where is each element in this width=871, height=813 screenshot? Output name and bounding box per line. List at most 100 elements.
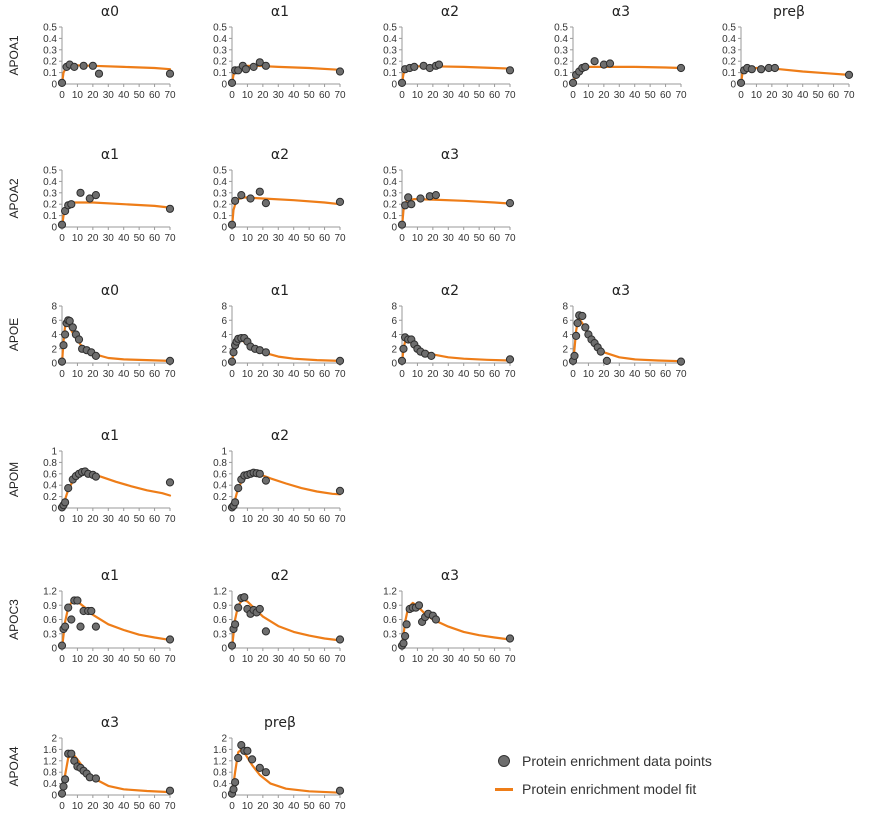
x-tick-label: 50 bbox=[304, 90, 316, 101]
x-tick-label: 10 bbox=[72, 801, 84, 812]
y-tick-label: 2 bbox=[51, 734, 57, 745]
y-tick-label: 0 bbox=[51, 644, 57, 655]
y-tick-label: 0.2 bbox=[213, 492, 227, 503]
data-point bbox=[246, 194, 255, 203]
x-tick-label: 20 bbox=[257, 90, 269, 101]
data-point bbox=[88, 61, 98, 70]
legend-item-points: Protein enrichment data points bbox=[495, 747, 835, 775]
y-tick-label: 8 bbox=[51, 302, 57, 313]
data-point bbox=[248, 755, 257, 764]
x-tick-label: 20 bbox=[87, 90, 99, 101]
data-point bbox=[505, 199, 515, 208]
y-tick-label: 0.6 bbox=[213, 615, 227, 626]
panel-title-apoa1-a0: α0 bbox=[101, 4, 119, 20]
x-tick-label: 0 bbox=[570, 369, 576, 380]
y-tick-label: 0.1 bbox=[43, 211, 57, 222]
y-tick-label: 4 bbox=[51, 330, 57, 341]
data-point bbox=[505, 634, 515, 643]
data-point bbox=[568, 78, 578, 88]
x-tick-label: 20 bbox=[598, 369, 610, 380]
y-tick-label: 8 bbox=[562, 302, 568, 313]
y-tick-label: 0.5 bbox=[43, 23, 57, 34]
y-tick-label: 0 bbox=[391, 80, 397, 91]
data-point bbox=[231, 498, 240, 507]
x-tick-label: 0 bbox=[229, 90, 235, 101]
x-tick-label: 10 bbox=[242, 514, 254, 525]
data-point bbox=[165, 204, 175, 213]
y-tick-label: 0 bbox=[51, 80, 57, 91]
data-point-swatch-icon bbox=[498, 755, 510, 767]
data-point bbox=[64, 484, 73, 493]
y-tick-label: 6 bbox=[562, 316, 568, 327]
x-tick-label: 40 bbox=[458, 90, 470, 101]
panel-title-apoa1-a1: α1 bbox=[271, 4, 289, 20]
data-point bbox=[57, 357, 67, 366]
data-point bbox=[416, 194, 425, 203]
data-point bbox=[67, 615, 76, 624]
data-point bbox=[261, 768, 270, 777]
data-point bbox=[676, 63, 686, 73]
data-point bbox=[74, 335, 84, 344]
x-tick-label: 70 bbox=[675, 90, 687, 101]
x-tick-label: 50 bbox=[304, 514, 316, 525]
y-tick-label: 0 bbox=[391, 644, 397, 655]
data-point bbox=[59, 782, 68, 791]
data-point bbox=[255, 763, 264, 773]
data-point bbox=[255, 469, 264, 478]
x-tick-label: 0 bbox=[59, 369, 65, 380]
data-point bbox=[261, 476, 270, 485]
panel-title-apoa1-preb: preβ bbox=[773, 4, 805, 20]
y-tick-label: 0.3 bbox=[213, 629, 227, 640]
y-tick-label: 0.5 bbox=[383, 23, 397, 34]
y-tick-label: 0.2 bbox=[43, 200, 57, 211]
x-tick-label: 70 bbox=[334, 90, 346, 101]
data-point bbox=[261, 627, 270, 636]
row-label-apoa1: APOA1 bbox=[7, 35, 21, 75]
x-tick-label: 30 bbox=[103, 654, 115, 665]
x-tick-label: 40 bbox=[458, 233, 470, 244]
x-tick-label: 20 bbox=[598, 90, 610, 101]
x-tick-label: 70 bbox=[504, 369, 516, 380]
y-tick-label: 6 bbox=[51, 316, 57, 327]
x-tick-label: 0 bbox=[59, 90, 65, 101]
x-tick-label: 60 bbox=[319, 233, 331, 244]
data-point bbox=[414, 601, 424, 610]
y-tick-label: 8 bbox=[391, 302, 397, 313]
x-tick-label: 50 bbox=[134, 514, 146, 525]
y-tick-label: 0.3 bbox=[554, 45, 568, 56]
y-tick-label: 0.6 bbox=[43, 615, 57, 626]
y-tick-label: 0.3 bbox=[43, 45, 57, 56]
x-tick-label: 40 bbox=[118, 233, 130, 244]
data-point bbox=[165, 786, 175, 795]
legend: Protein enrichment data points Protein e… bbox=[495, 747, 835, 803]
data-point bbox=[397, 220, 407, 229]
x-tick-label: 10 bbox=[242, 654, 254, 665]
data-point bbox=[234, 484, 243, 493]
y-tick-label: 0.9 bbox=[43, 601, 57, 612]
y-tick-label: 1.2 bbox=[43, 756, 57, 767]
data-point bbox=[61, 775, 70, 784]
x-tick-label: 30 bbox=[614, 369, 626, 380]
data-point bbox=[229, 785, 238, 794]
x-tick-label: 0 bbox=[59, 514, 65, 525]
y-tick-label: 0.3 bbox=[43, 629, 57, 640]
panel-title-apom-a2: α2 bbox=[271, 428, 289, 444]
data-point bbox=[578, 311, 587, 321]
x-tick-label: 0 bbox=[59, 801, 65, 812]
x-tick-label: 70 bbox=[164, 654, 176, 665]
x-tick-label: 40 bbox=[118, 654, 130, 665]
y-tick-label: 1.6 bbox=[43, 745, 57, 756]
y-tick-label: 0.3 bbox=[383, 45, 397, 56]
y-tick-label: 6 bbox=[391, 316, 397, 327]
data-point bbox=[73, 596, 82, 605]
x-tick-label: 30 bbox=[273, 654, 285, 665]
data-point bbox=[431, 191, 440, 200]
panel-title-apom-a1: α1 bbox=[101, 428, 119, 444]
y-tick-label: 0 bbox=[51, 359, 57, 370]
x-tick-label: 40 bbox=[458, 654, 470, 665]
data-point bbox=[64, 603, 73, 612]
y-tick-label: 1 bbox=[221, 447, 227, 458]
data-point bbox=[844, 70, 854, 80]
data-point bbox=[231, 620, 240, 629]
